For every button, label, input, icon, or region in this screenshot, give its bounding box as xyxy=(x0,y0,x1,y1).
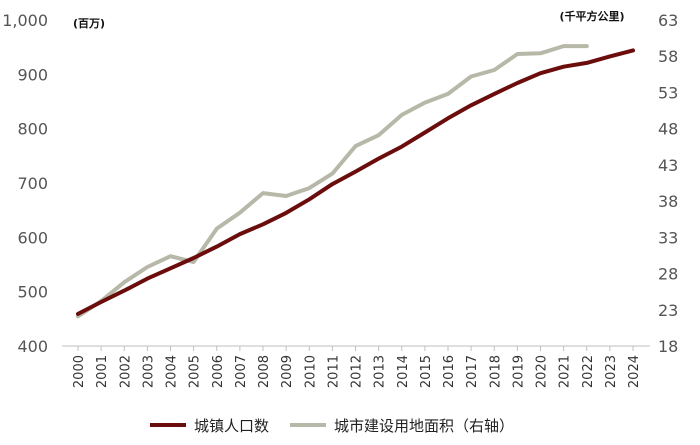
right-tick-label: 28 xyxy=(658,265,678,284)
right-axis: 18 23 28 33 38 43 48 53 58 63 xyxy=(658,11,678,356)
x-tick-label: 2014 xyxy=(396,355,411,388)
x-tick-label: 2008 xyxy=(257,355,272,388)
x-tick-label: 2006 xyxy=(211,355,226,388)
x-tick-label: 2023 xyxy=(604,355,619,388)
right-tick-label: 43 xyxy=(658,156,678,175)
series-layer xyxy=(76,44,635,319)
x-tick-label: 2012 xyxy=(350,355,365,388)
x-tick-label: 2002 xyxy=(118,355,133,388)
left-tick-label: 500 xyxy=(17,283,48,302)
left-tick-label: 1,000 xyxy=(2,11,48,30)
right-tick-label: 38 xyxy=(658,192,678,211)
x-tick-label: 2004 xyxy=(165,355,180,388)
left-tick-label: 600 xyxy=(17,228,48,247)
x-tick-label: 2003 xyxy=(141,355,156,388)
x-axis: 2000 2001 2002 2003 2004 2005 2006 2007 2008 2009… xyxy=(62,345,650,388)
legend-label: 城镇人口数 xyxy=(194,417,269,435)
left-tick-label: 400 xyxy=(17,337,48,356)
x-tick-label: 2007 xyxy=(234,355,249,388)
left-tick-label: 900 xyxy=(17,65,48,84)
right-tick-label: 63 xyxy=(658,11,678,30)
x-tick-label: 2015 xyxy=(419,355,434,388)
right-tick-label: 48 xyxy=(658,120,678,139)
x-tick-label: 2019 xyxy=(511,355,526,388)
x-tick-label: 2022 xyxy=(581,355,596,388)
left-axis-unit-label: (百万) xyxy=(73,17,105,30)
right-tick-label: 33 xyxy=(658,228,678,247)
x-tick-label: 2010 xyxy=(303,355,318,388)
x-tick-label: 2017 xyxy=(465,355,480,388)
x-tick-label: 2000 xyxy=(72,355,87,388)
right-tick-label: 18 xyxy=(658,337,678,356)
left-tick-label: 800 xyxy=(17,120,48,139)
x-tick-label: 2001 xyxy=(95,355,110,388)
right-tick-label: 53 xyxy=(658,83,678,102)
left-tick-label: 700 xyxy=(17,174,48,193)
x-tick-label: 2018 xyxy=(488,355,503,388)
left-axis: 400 500 600 700 800 900 1,000 xyxy=(2,11,48,356)
legend-label: 城市建设用地面积（右轴） xyxy=(334,417,514,435)
x-tick-label: 2016 xyxy=(442,355,457,388)
series-line-urban-population xyxy=(76,48,635,316)
x-tick-label: 2009 xyxy=(280,355,295,388)
right-axis-unit-label: (千平方公里) xyxy=(559,9,624,23)
x-tick-label: 2020 xyxy=(535,355,550,388)
right-tick-label: 58 xyxy=(658,47,678,66)
series-line-land-area xyxy=(76,44,589,319)
x-tick-label: 2011 xyxy=(326,355,341,388)
x-tick-label: 2005 xyxy=(188,355,203,388)
x-tick-label: 2024 xyxy=(627,355,642,388)
legend: 城镇人口数 城市建设用地面积（右轴） xyxy=(150,417,514,435)
right-tick-label: 23 xyxy=(658,301,678,320)
x-tick-label: 2021 xyxy=(558,355,573,388)
x-tick-label: 2013 xyxy=(373,355,388,388)
